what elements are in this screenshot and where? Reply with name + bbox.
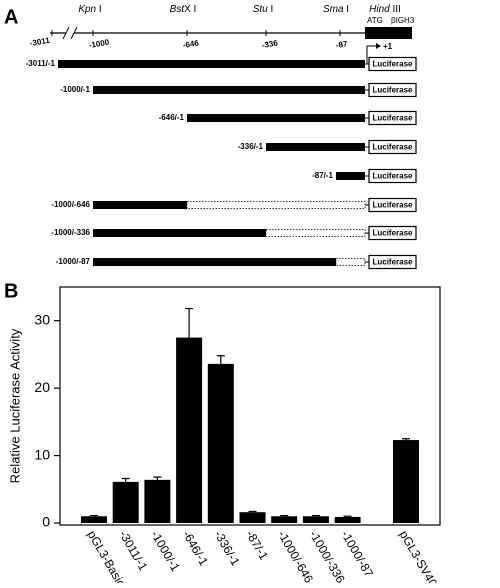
construct-bar (93, 229, 266, 237)
reporter-label: Luciferase (372, 60, 413, 69)
error-bar (343, 515, 352, 517)
x-tick-label: -1000/-1 (148, 528, 183, 574)
start-arrow (366, 45, 377, 64)
bar (393, 440, 419, 523)
gene-label: βIGH3 (391, 16, 415, 25)
error-bar (121, 477, 130, 482)
error-bar (248, 510, 257, 513)
break-gap (66, 27, 74, 39)
construct-label: -646/-1 (159, 113, 185, 122)
error-bar (280, 514, 289, 517)
enzyme-label: Stu I (253, 4, 274, 15)
construct-label: -1000/-646 (51, 200, 90, 209)
break-mark (62, 26, 70, 40)
y-tick-label: 20 (34, 379, 50, 395)
position-label: -87 (335, 39, 348, 50)
plot-frame (59, 286, 441, 526)
break-mark (70, 26, 78, 40)
deleted-region (265, 229, 366, 237)
bar (112, 481, 139, 523)
enzyme-italic: Stu (253, 4, 268, 15)
reporter-box (368, 82, 417, 98)
gene-label: ATG (367, 16, 383, 25)
enzyme-roman: I (344, 4, 350, 15)
x-tick-label: -336/-1 (211, 528, 242, 568)
enzyme-italic: Hind (369, 4, 390, 15)
enzyme-italic: Bst (170, 4, 186, 15)
reporter-label: Luciferase (372, 201, 413, 210)
bar (239, 512, 266, 523)
bar (176, 337, 203, 523)
reporter-label: Luciferase (372, 143, 413, 152)
y-axis-label: Relative Luciferase Activity (7, 328, 22, 483)
reporter-box (368, 168, 417, 184)
enzyme-italic: Kpn (78, 4, 96, 15)
reporter-label: Luciferase (372, 86, 413, 95)
error-bar (90, 514, 98, 517)
bar (81, 516, 107, 523)
panel-label: A (4, 6, 18, 28)
construct-bar (58, 60, 365, 68)
deleted-region (186, 201, 366, 209)
enzyme-roman: I (96, 4, 102, 15)
enzyme-label: Sma I (323, 4, 349, 15)
construct-bar (266, 143, 365, 151)
error-bar (185, 307, 194, 338)
bar (302, 516, 329, 523)
enzyme-roman: III (390, 4, 401, 15)
x-tick-label: pGL3-SV40 (397, 528, 441, 583)
y-tick-label: 0 (42, 514, 50, 530)
bar (144, 479, 171, 523)
deleted-region (335, 258, 366, 266)
construct-label: -1000/-1 (60, 85, 90, 94)
position-label: -646 (182, 38, 200, 50)
construct-bar (93, 86, 365, 94)
x-tick-label: -87/-1 (243, 528, 271, 562)
reporter-box (368, 56, 417, 72)
error-bar (402, 438, 410, 441)
reporter-label: Luciferase (372, 172, 413, 181)
enzyme-italic: Sma (323, 4, 344, 15)
construct-bar (187, 114, 365, 122)
reporter-box (368, 197, 417, 213)
position-label: -336 (261, 38, 279, 50)
reporter-label: Luciferase (372, 258, 413, 267)
arrow-head (376, 43, 381, 49)
construct-label: -3011/-1 (26, 59, 56, 68)
construct-label: -1000/-87 (56, 257, 91, 266)
panel-label: B (4, 280, 18, 302)
reporter-label: Luciferase (372, 114, 413, 123)
construct-label: -87/-1 (312, 171, 333, 180)
construct-bar (336, 172, 365, 180)
error-bar (153, 476, 162, 480)
y-tick-label: 10 (34, 446, 50, 462)
y-tick-label: 30 (34, 311, 50, 327)
enzyme-label: Hind III (369, 4, 401, 15)
reporter-box (368, 110, 417, 126)
bar (207, 363, 234, 523)
error-bar (216, 355, 225, 364)
bar (271, 516, 298, 523)
gene-box (365, 27, 412, 39)
reporter-label: Luciferase (372, 229, 413, 238)
error-bar (311, 514, 320, 517)
construct-bar (93, 201, 187, 209)
position-label: -3011 (29, 36, 51, 48)
position-label: -1000 (88, 38, 110, 51)
reporter-box (368, 225, 417, 241)
x-tick-label: -3011/-1 (116, 528, 150, 573)
construct-bar (93, 258, 336, 266)
reporter-box (368, 254, 417, 270)
reporter-box (368, 139, 417, 155)
x-tick-label: -646/-1 (180, 528, 211, 568)
start-label: +1 (383, 42, 393, 51)
bar (334, 516, 361, 523)
enzyme-label: Kpn I (78, 4, 101, 15)
enzyme-roman: X I (184, 4, 196, 15)
construct-label: -1000/-336 (51, 228, 90, 237)
enzyme-roman: I (268, 4, 274, 15)
construct-label: -336/-1 (238, 142, 264, 151)
enzyme-label: BstX I (170, 4, 197, 15)
